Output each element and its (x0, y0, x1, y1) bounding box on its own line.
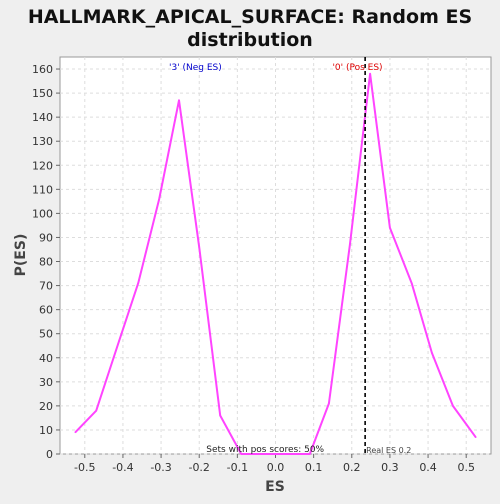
y-tick-label: 30 (39, 376, 53, 389)
data-point (389, 227, 391, 229)
y-tick-label: 80 (39, 256, 53, 269)
data-point (309, 453, 311, 455)
data-point (452, 405, 454, 407)
data-point (369, 73, 371, 75)
data-point (349, 243, 351, 246)
y-tick-label: 70 (39, 280, 53, 293)
x-tick-label: -0.3 (150, 461, 171, 474)
data-point (410, 282, 413, 285)
y-axis-label: P(ES) (13, 234, 29, 277)
x-tick-label: 0.3 (381, 461, 399, 474)
data-point (158, 198, 160, 200)
es-distribution-line (74, 72, 477, 455)
neg-es-label: '3' (Neg ES) (169, 63, 222, 73)
y-tick-label: 40 (39, 352, 53, 365)
annotations: '3' (Neg ES) '0' (Pos ES) Sets with pos sc… (169, 57, 411, 455)
y-tick-label: 130 (32, 135, 53, 148)
chart-title-line2: distribution (187, 29, 313, 51)
y-tick-label: 140 (32, 111, 53, 124)
y-tick-label: 110 (32, 183, 53, 196)
x-tick-label: 0.4 (419, 461, 437, 474)
data-point (474, 436, 477, 439)
y-tick-label: 0 (46, 448, 53, 461)
sets-with-pos-scores-label: Sets with pos scores: 50% (206, 445, 324, 455)
data-point (95, 409, 97, 412)
y-tick-label: 50 (39, 328, 53, 341)
grid-lines (60, 57, 491, 455)
data-point (219, 414, 221, 417)
chart-title-line1: HALLMARK_APICAL_SURFACE: Random ES (28, 6, 472, 28)
x-tick-label: -0.5 (74, 461, 95, 474)
y-tick-label: 160 (32, 63, 53, 76)
y-tick-label: 20 (39, 400, 53, 413)
y-tick-label: 100 (32, 207, 53, 220)
y-tick-label: 120 (32, 159, 53, 172)
data-point (118, 340, 120, 342)
x-tick-label: -0.1 (227, 461, 248, 474)
x-tick-label: 0.2 (343, 461, 361, 474)
pos-es-label: '0' (Pos ES) (332, 63, 382, 73)
x-tick-label: 0.0 (267, 461, 285, 474)
x-tick-label: 0.5 (457, 461, 475, 474)
data-point (74, 431, 77, 434)
x-axis-label: ES (265, 479, 285, 495)
y-tick-label: 90 (39, 231, 53, 244)
data-point (328, 402, 330, 405)
y-tick-label: 10 (39, 424, 53, 437)
data-point (137, 282, 139, 285)
data-point (178, 99, 180, 102)
x-tick-label: 0.1 (305, 461, 323, 474)
data-point (198, 246, 200, 248)
data-point (240, 453, 242, 455)
x-tick-label: -0.2 (188, 461, 209, 474)
series-layer (74, 72, 477, 455)
y-tick-label: 60 (39, 304, 53, 317)
x-tick-label: -0.4 (112, 461, 133, 474)
axes: -0.5 -0.4 -0.3 -0.2 -0.1 0.0 0.1 0.2 0.3 0.4 0.5 0 1… (32, 63, 475, 474)
y-tick-label: 150 (32, 87, 53, 100)
data-point (431, 352, 433, 354)
real-es-label: Real ES 0.2 (366, 446, 411, 455)
